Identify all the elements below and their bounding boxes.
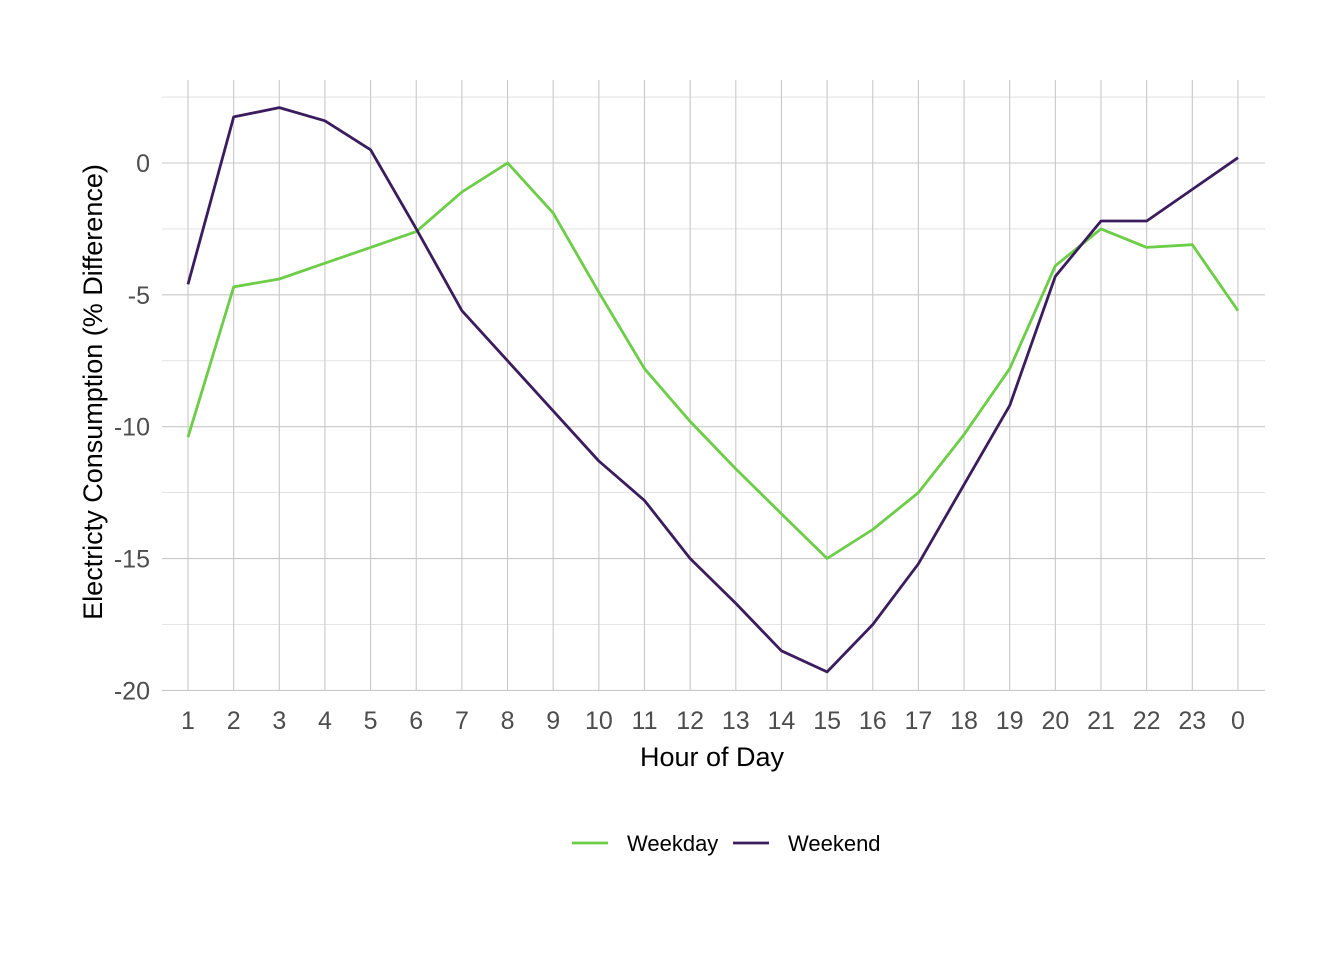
y-tick-label: 0 [136, 150, 150, 178]
y-tick-label: -15 [114, 546, 150, 574]
x-tick-label: 3 [272, 707, 286, 735]
y-tick-label: -20 [114, 677, 150, 705]
x-tick-label: 8 [501, 707, 515, 735]
x-tick-label: 11 [632, 707, 658, 735]
legend: Weekday Weekend [572, 831, 881, 856]
x-tick-label: 22 [1133, 707, 1161, 735]
x-tick-label: 9 [546, 707, 560, 735]
y-axis-ticks: 0 -5 -10 -15 -20 [114, 150, 150, 705]
series-line-weekend [186, 106, 1239, 674]
x-tick-label: 7 [455, 707, 469, 735]
series-lines [186, 106, 1240, 674]
x-tick-label: 12 [676, 707, 704, 735]
x-axis-ticks: 1 2 3 4 5 6 7 8 9 10 11 12 13 14 15 16 17 18 19 20 21 22 23 0 [181, 707, 1245, 735]
legend-label-weekday: Weekday [627, 831, 718, 856]
x-tick-label: 18 [950, 707, 978, 735]
x-tick-label: 1 [181, 707, 195, 735]
x-tick-label: 2 [227, 707, 241, 735]
series-line-weekday [186, 161, 1240, 560]
grid [162, 80, 1265, 691]
x-tick-label: 13 [722, 707, 750, 735]
x-tick-label: 0 [1231, 707, 1245, 735]
x-tick-label: 20 [1041, 707, 1069, 735]
x-tick-label: 10 [585, 707, 613, 735]
y-tick-label: -10 [114, 414, 150, 442]
y-tick-label: -5 [128, 282, 150, 310]
x-axis-title: Hour of Day [640, 742, 785, 772]
x-tick-label: 15 [813, 707, 841, 735]
x-tick-label: 5 [364, 707, 378, 735]
x-tick-label: 6 [409, 707, 423, 735]
x-tick-label: 21 [1087, 707, 1115, 735]
x-tick-label: 17 [904, 707, 932, 735]
legend-label-weekend: Weekend [788, 831, 881, 856]
x-tick-label: 4 [318, 707, 332, 735]
x-tick-label: 23 [1178, 707, 1206, 735]
y-axis-title: Electricty Consumption (% Difference) [78, 164, 108, 620]
x-tick-label: 16 [859, 707, 887, 735]
x-tick-label: 14 [768, 707, 796, 735]
x-tick-label: 19 [996, 707, 1024, 735]
